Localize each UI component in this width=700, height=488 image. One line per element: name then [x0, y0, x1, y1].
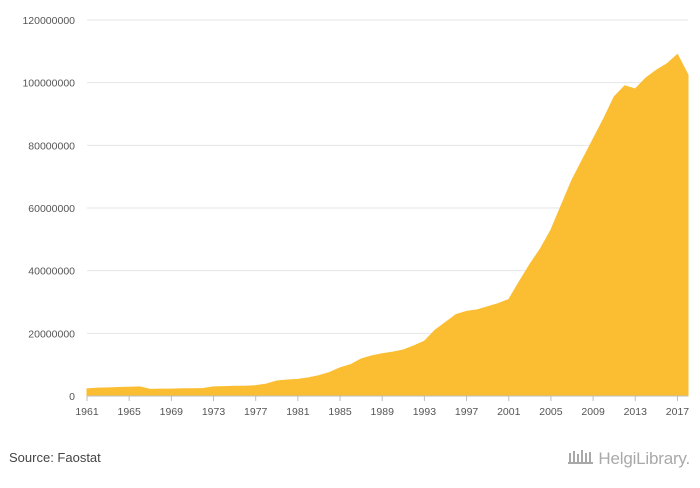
x-tick-label: 2005 — [539, 406, 563, 418]
brand-logo: HelgiLibrary. — [568, 448, 690, 469]
x-tick-label: 1961 — [75, 406, 99, 418]
x-tick-label: 1985 — [328, 406, 352, 418]
y-tick-label: 100000000 — [22, 78, 75, 90]
x-tick-label: 1969 — [160, 406, 184, 418]
area-series — [86, 53, 689, 397]
x-tick-label: 1977 — [244, 406, 268, 418]
x-tick-label: 1981 — [286, 406, 310, 418]
x-tick-label: 1973 — [202, 406, 226, 418]
source-note: Source: Faostat — [9, 450, 101, 465]
plot-area — [86, 53, 689, 397]
y-tick-label: 20000000 — [28, 328, 75, 340]
x-tick-label: 1997 — [455, 406, 479, 418]
x-tick-label: 2009 — [581, 406, 605, 418]
y-tick-label: 0 — [69, 391, 75, 403]
x-tick-label: 1993 — [413, 406, 437, 418]
x-tick-label: 2017 — [666, 406, 690, 418]
y-tick-label: 80000000 — [28, 140, 75, 152]
x-tick-label: 1965 — [117, 406, 141, 418]
x-tick-label: 1989 — [371, 406, 395, 418]
brand-name: HelgiLibrary. — [598, 448, 690, 468]
y-tick-label: 120000000 — [22, 15, 75, 27]
x-tick-label: 2001 — [497, 406, 521, 418]
y-tick-label: 60000000 — [28, 203, 75, 215]
axes: 0 20000000 40000000 60000000 80000000 1000000… — [22, 15, 689, 418]
x-tick-label: 2013 — [624, 406, 648, 418]
y-tick-label: 40000000 — [28, 266, 75, 278]
library-logo-icon — [568, 448, 594, 469]
